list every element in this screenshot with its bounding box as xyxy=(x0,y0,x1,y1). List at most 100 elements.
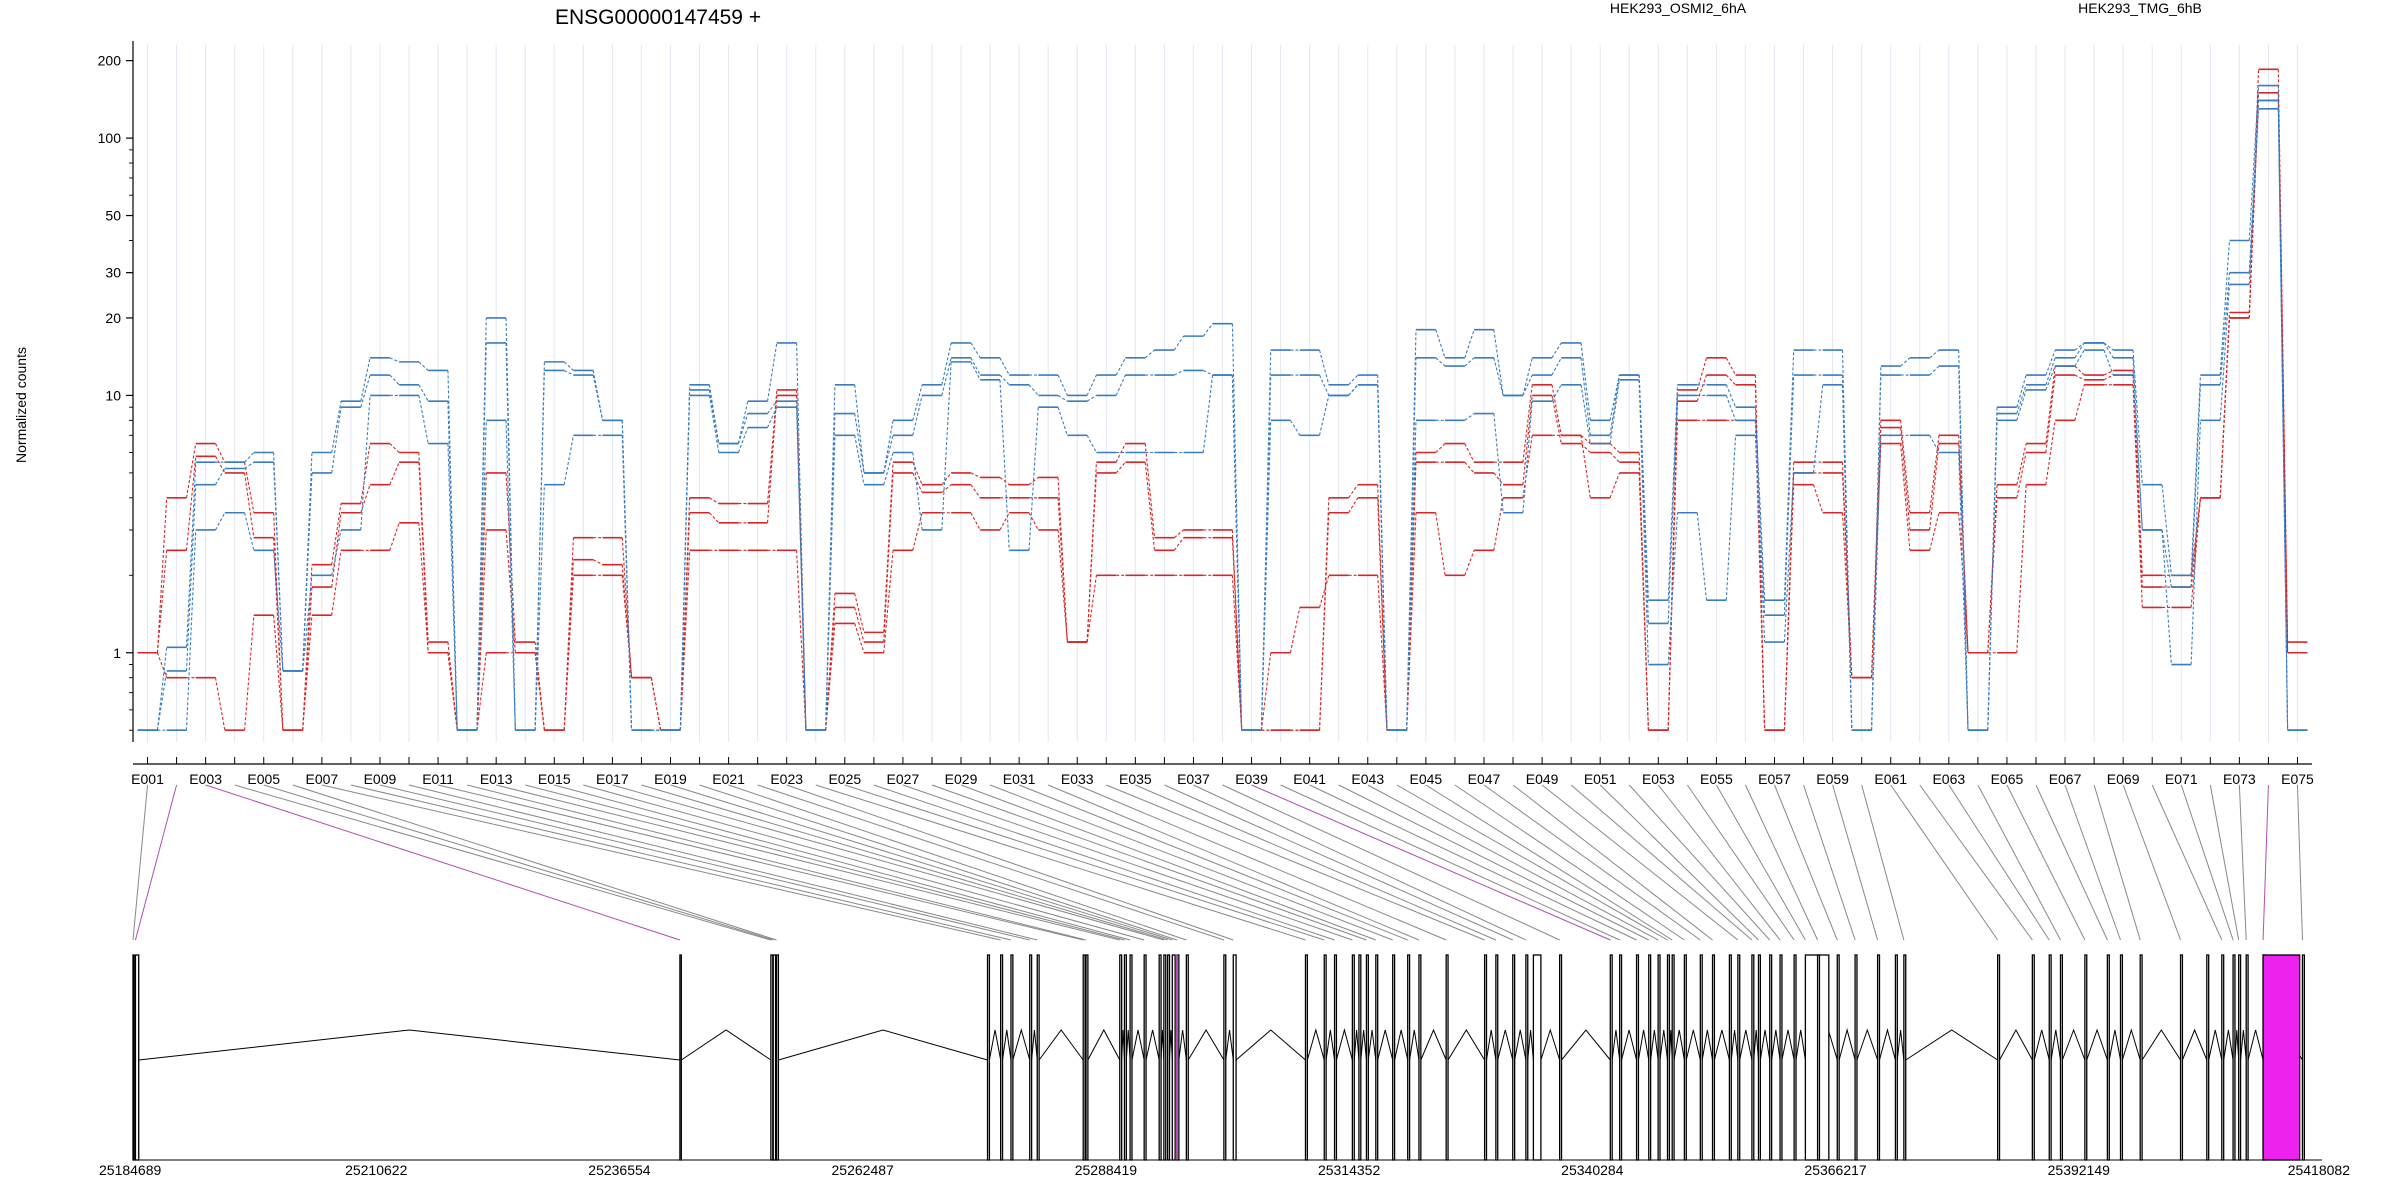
intron-line xyxy=(1325,1029,1336,1061)
exon-to-genome-line xyxy=(1222,784,1560,941)
exon-connector-line xyxy=(883,420,894,473)
exon-box xyxy=(1375,954,1379,1161)
exon-box xyxy=(1559,954,1563,1161)
exon-box xyxy=(2301,954,2305,1161)
intron-line xyxy=(1878,1028,1896,1061)
exon-connector-line xyxy=(389,522,400,551)
exon-connector-line xyxy=(1696,512,1708,601)
exon-connector-line xyxy=(1057,477,1068,643)
exon-connector-line xyxy=(1144,462,1156,551)
exon-box xyxy=(1683,954,1687,1161)
exon-box xyxy=(2232,954,2236,1161)
exon-connector-line xyxy=(360,374,371,408)
intron-line xyxy=(1795,1029,1806,1061)
exon-connector-line xyxy=(1929,365,1940,376)
exon-box xyxy=(1512,954,1516,1161)
exon-grid xyxy=(147,45,2298,742)
exon-connector-line xyxy=(1696,374,1708,402)
exon-connector-line xyxy=(650,677,662,731)
exon-connector-line xyxy=(912,472,923,493)
exon-connector-line xyxy=(1667,420,1679,731)
exon-to-genome-line xyxy=(2035,784,2108,941)
exon-connector-line xyxy=(1725,384,1737,408)
exon-connector-line xyxy=(2103,349,2114,376)
exon-to-genome-line xyxy=(641,784,1168,941)
intron-line xyxy=(1335,1028,1353,1061)
exon-connector-line xyxy=(331,503,342,565)
exon-connector-line xyxy=(1174,369,1184,376)
exon-connector-line xyxy=(185,484,197,671)
intron-line xyxy=(1611,1029,1621,1061)
intron-line xyxy=(1637,1029,1650,1061)
exon-connector-line xyxy=(854,607,865,643)
exon-to-genome-line xyxy=(2006,784,2086,941)
exon-to-genome-line xyxy=(1047,784,1420,941)
intron-line xyxy=(1896,1029,1905,1061)
exon-tick-label: E025 xyxy=(828,771,861,787)
intron-line xyxy=(1905,1029,1998,1061)
exon-tick-label: E075 xyxy=(2281,771,2314,787)
exon-connector-line xyxy=(970,472,981,478)
exon-connector-line xyxy=(941,342,952,385)
exon-tick-label: E001 xyxy=(131,771,164,787)
exon-connector-line xyxy=(1551,342,1562,359)
exon-to-genome-line xyxy=(350,784,1012,941)
exon-to-genome-line xyxy=(1164,784,1513,941)
exon-connector-line xyxy=(563,537,574,731)
exon-tick-label: E067 xyxy=(2049,771,2082,787)
exon-box xyxy=(1757,954,1762,1161)
exon-connector-line xyxy=(2132,384,2143,608)
exon-connector-line xyxy=(796,407,807,731)
exon-connector-line xyxy=(1318,512,1330,731)
exon-box xyxy=(2106,954,2110,1161)
intron-line xyxy=(138,1029,680,1061)
intron-line xyxy=(1540,1028,1561,1061)
intron-line xyxy=(1650,1029,1659,1061)
exon-connector-line xyxy=(708,389,720,444)
exon-to-genome-line xyxy=(2122,784,2182,941)
exon-tick-label: E029 xyxy=(945,771,978,787)
exon-to-genome-line xyxy=(2209,784,2240,941)
exon-to-genome-line xyxy=(612,784,1164,941)
exon-connector-line xyxy=(1580,435,1591,498)
intron-line xyxy=(1087,1028,1121,1061)
exon-connector-line xyxy=(1522,435,1533,498)
exon-tick-label: E051 xyxy=(1584,771,1617,787)
genomic-tick-label: 25210622 xyxy=(345,1162,408,1178)
exon-connector-line xyxy=(1319,374,1330,396)
exon-connector-line xyxy=(156,647,168,731)
exon-connector-line xyxy=(1551,357,1562,376)
exon-connector-line xyxy=(302,615,313,731)
exon-connector-line xyxy=(1231,375,1243,731)
exon-to-genome-line xyxy=(989,784,1393,941)
exon-connector-line xyxy=(447,443,458,731)
exon-to-genome-line xyxy=(873,784,1335,941)
exon-connector-line xyxy=(854,435,865,485)
exon-connector-line xyxy=(1551,384,1562,402)
intron-line xyxy=(1527,1029,1534,1061)
exon-connector-line xyxy=(1493,497,1504,551)
intron-line xyxy=(1514,1029,1527,1061)
exon-box xyxy=(1445,954,1449,1161)
exon-connectors xyxy=(132,784,2303,941)
exon-connector-line xyxy=(2103,369,2114,376)
exon-connector-line xyxy=(854,384,865,473)
exon-to-genome-line xyxy=(1861,784,1905,941)
exon-connector-line xyxy=(1929,435,1940,453)
exon-connector-line xyxy=(1958,452,1969,731)
exon-connector-line xyxy=(1725,435,1737,601)
exon-connector-line xyxy=(2219,272,2231,385)
exon-connector-line xyxy=(1057,407,1068,436)
genomic-tick-label: 25236554 xyxy=(588,1162,651,1178)
exon-connector-line xyxy=(476,652,487,731)
exon-connector-line xyxy=(1783,472,1795,643)
exon-box xyxy=(1836,954,1840,1161)
exon-connector-line xyxy=(2132,357,2143,531)
exon-connector-line xyxy=(1028,512,1039,531)
exon-connector-line xyxy=(970,357,981,376)
intron-line xyxy=(1409,1029,1420,1061)
exon-connector-line xyxy=(1203,369,1213,376)
intron-line xyxy=(1759,1029,1771,1061)
exon-connector-line xyxy=(970,342,981,359)
exon-to-genome-line xyxy=(1512,784,1713,941)
